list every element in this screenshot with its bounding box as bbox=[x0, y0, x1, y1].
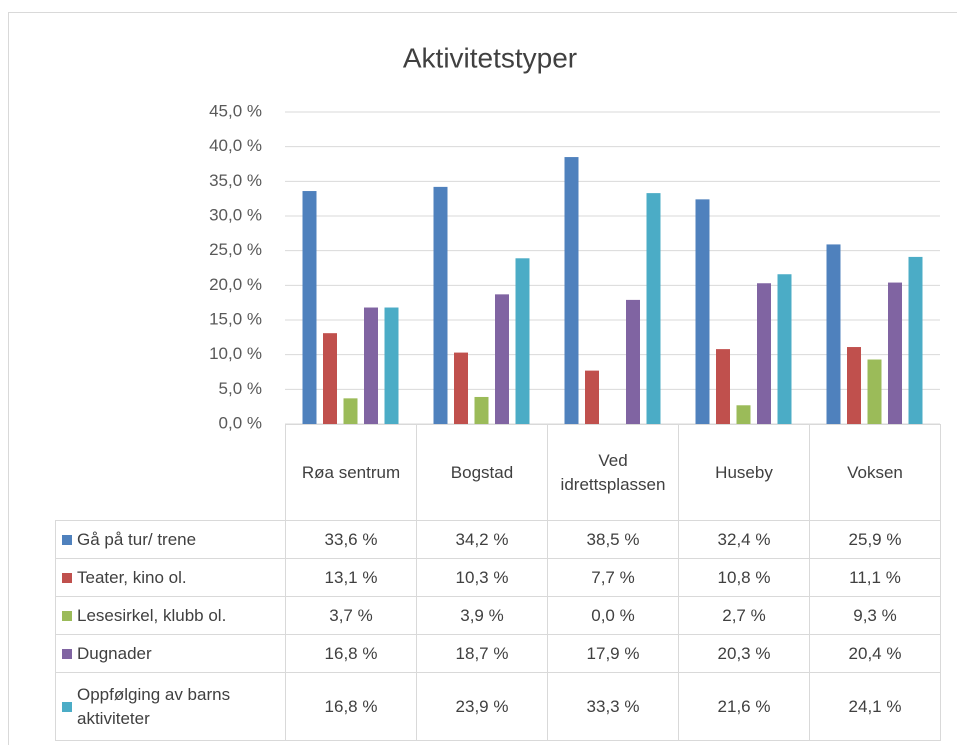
legend-label: Lesesirkel, klubb ol. bbox=[77, 605, 227, 625]
data-label: 18,7 % bbox=[416, 634, 548, 673]
data-label: 25,9 % bbox=[809, 520, 941, 559]
category-header: Ved idrettsplassen bbox=[547, 424, 679, 521]
data-label: 33,3 % bbox=[547, 672, 679, 741]
bar bbox=[757, 283, 771, 424]
legend-label: Gå på tur/ trene bbox=[77, 529, 197, 549]
legend-key bbox=[62, 701, 72, 712]
legend-label: Oppfølging av barns aktiviteter bbox=[77, 684, 231, 728]
bar bbox=[343, 398, 358, 424]
data-label: 17,9 % bbox=[547, 634, 679, 673]
legend-key bbox=[62, 648, 72, 659]
category-header: Røa sentrum bbox=[285, 424, 417, 521]
legend-key bbox=[62, 610, 72, 621]
data-label: 11,1 % bbox=[809, 558, 941, 597]
bar bbox=[777, 274, 792, 424]
bar bbox=[695, 199, 710, 424]
data-label: 10,3 % bbox=[416, 558, 548, 597]
bar bbox=[474, 396, 489, 424]
y-tick-label: 30,0 % bbox=[209, 205, 262, 224]
category-header: Voksen bbox=[809, 424, 941, 521]
bar bbox=[585, 370, 599, 424]
bar bbox=[867, 359, 882, 424]
data-label: 32,4 % bbox=[678, 520, 810, 559]
data-label: 20,3 % bbox=[678, 634, 810, 673]
data-label: 33,6 % bbox=[285, 520, 417, 559]
legend-entry: Dugnader bbox=[55, 634, 286, 673]
data-label: 16,8 % bbox=[285, 634, 417, 673]
bar bbox=[847, 347, 861, 424]
y-tick-label: 35,0 % bbox=[209, 171, 262, 190]
data-label: 0,0 % bbox=[547, 596, 679, 635]
data-label: 34,2 % bbox=[416, 520, 548, 559]
bar bbox=[433, 186, 448, 424]
data-label: 3,9 % bbox=[416, 596, 548, 635]
data-label: 20,4 % bbox=[809, 634, 941, 673]
legend-label: Teater, kino ol. bbox=[77, 567, 187, 587]
data-label: 23,9 % bbox=[416, 672, 548, 741]
legend-key bbox=[62, 534, 72, 545]
data-label: 2,7 % bbox=[678, 596, 810, 635]
data-label: 13,1 % bbox=[285, 558, 417, 597]
bar bbox=[323, 333, 337, 424]
data-label: 16,8 % bbox=[285, 672, 417, 741]
bar bbox=[908, 256, 923, 424]
y-tick-label: 40,0 % bbox=[209, 136, 262, 155]
bar bbox=[716, 349, 730, 424]
legend-entry: Teater, kino ol. bbox=[55, 558, 286, 597]
y-tick-label: 15,0 % bbox=[209, 309, 262, 328]
bar bbox=[626, 299, 640, 424]
chart-border bbox=[8, 12, 957, 745]
bar bbox=[495, 294, 509, 424]
bar bbox=[646, 193, 661, 424]
bar bbox=[826, 244, 841, 424]
category-header: Huseby bbox=[678, 424, 810, 521]
chart-title: Aktivitetstyper bbox=[403, 42, 577, 73]
data-label: 9,3 % bbox=[809, 596, 941, 635]
data-label: 7,7 % bbox=[547, 558, 679, 597]
bar bbox=[736, 405, 751, 424]
bar bbox=[364, 307, 378, 424]
bar bbox=[888, 282, 902, 424]
y-tick-label: 10,0 % bbox=[209, 344, 262, 363]
y-tick-label: 5,0 % bbox=[219, 379, 262, 398]
y-tick-label: 20,0 % bbox=[209, 275, 262, 294]
y-tick-label: 25,0 % bbox=[209, 240, 262, 259]
legend-entry: Lesesirkel, klubb ol. bbox=[55, 596, 286, 635]
data-label: 21,6 % bbox=[678, 672, 810, 741]
data-label: 3,7 % bbox=[285, 596, 417, 635]
bar bbox=[302, 191, 317, 424]
data-label: 24,1 % bbox=[809, 672, 941, 741]
y-tick-label: 45,0 % bbox=[209, 101, 262, 120]
bar bbox=[384, 307, 399, 424]
y-tick-label: 0,0 % bbox=[219, 413, 262, 432]
legend-entry: Gå på tur/ trene bbox=[55, 520, 286, 559]
bar bbox=[564, 157, 579, 425]
legend-label: Dugnader bbox=[77, 643, 152, 663]
legend-key bbox=[62, 572, 72, 583]
bar bbox=[515, 258, 530, 424]
bar bbox=[454, 352, 468, 424]
data-label: 38,5 % bbox=[547, 520, 679, 559]
category-header: Bogstad bbox=[416, 424, 548, 521]
data-label: 10,8 % bbox=[678, 558, 810, 597]
legend-entry: Oppfølging av barns aktiviteter bbox=[55, 672, 286, 741]
